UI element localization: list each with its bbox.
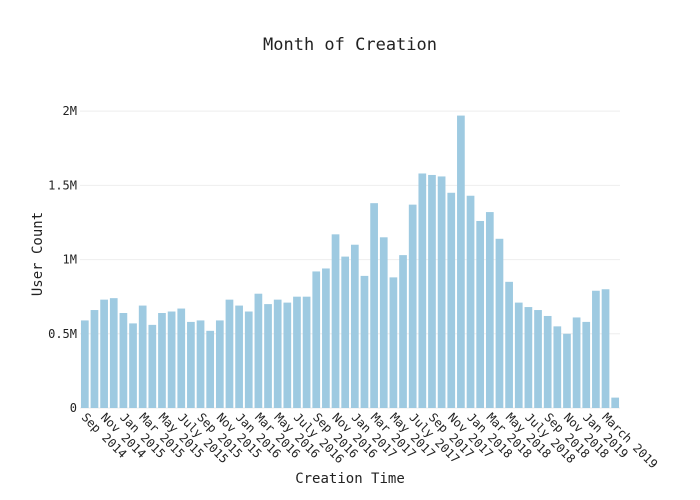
bar [322,268,330,408]
bar [553,326,562,408]
y-tick-label: 0 [70,401,77,415]
chart-title: Month of Creation [263,35,437,55]
bar [302,296,311,408]
bar [437,176,446,408]
bar [601,289,610,408]
bar [360,275,369,408]
bar [235,305,243,408]
bar [418,173,427,408]
y-tick-label: 2M [63,104,77,118]
bar [80,320,89,408]
bar [254,293,263,408]
bar [466,195,475,408]
x-axis-title: Creation Time [295,471,405,487]
bar [447,192,456,408]
bar [485,212,494,408]
y-axis-title: User Count [30,212,46,296]
bar [264,304,272,408]
bar [293,296,301,408]
bar [187,321,195,408]
bar [225,299,234,408]
bar [582,321,591,408]
bar [109,298,118,408]
bar [283,302,292,408]
bar [158,313,166,408]
bar [312,271,321,408]
bar [331,234,340,408]
bar [206,330,215,408]
bar [524,307,533,408]
bar [408,204,417,408]
bar [350,244,359,408]
bar [100,299,108,408]
bar [428,174,436,408]
bar [389,277,398,408]
y-tick-label: 1.5M [48,178,77,192]
bar [514,302,523,408]
bar [138,305,147,408]
y-tick-label: 1M [63,253,77,267]
bar [457,115,465,408]
bar [611,397,620,408]
bar [177,308,186,408]
bar [244,311,253,408]
y-tick-label: 0.5M [48,327,77,341]
bar [572,317,581,408]
bar [129,323,137,408]
bar [505,281,513,408]
bar [196,320,205,408]
bar [563,333,571,408]
bar [273,299,282,408]
bar [215,320,224,408]
bar [341,256,350,408]
bar [379,237,388,408]
bar [534,310,542,408]
bar [592,290,600,408]
bar [495,238,504,408]
bar [119,313,128,408]
bar [543,315,552,408]
bar [167,311,176,408]
bar [399,255,407,408]
bar [90,310,99,408]
bar [476,220,485,408]
bar [370,203,378,408]
bar [148,324,157,408]
